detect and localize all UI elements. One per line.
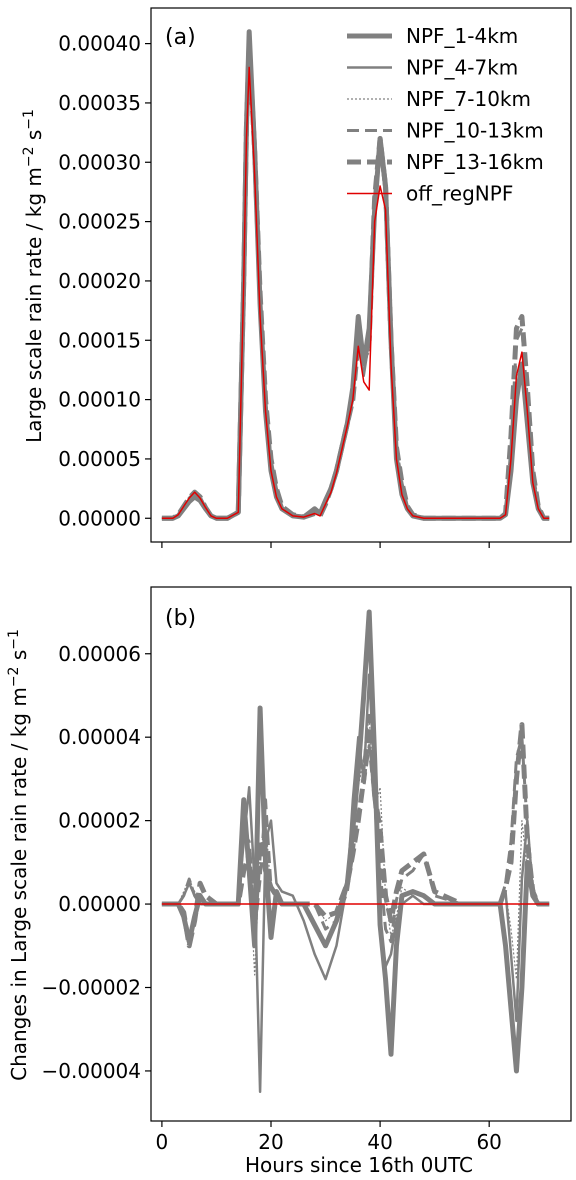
x-tick-label: 0: [156, 1130, 169, 1154]
y-tick-label: 0.00020: [58, 269, 141, 293]
series-line-npf-4-7km: [161, 673, 550, 1094]
series-line-npf-13-16km: [161, 713, 550, 949]
y-tick-label: 0.00015: [58, 328, 141, 352]
y-tick-label: 0.00025: [58, 210, 141, 234]
plot-frame-a: [150, 7, 572, 543]
series-line-npf-4-7km: [161, 42, 550, 520]
axis-ticks-b: −0.00004 −0.00002 0.00000 0.00002 0.00004 0.0…: [42, 642, 502, 1154]
series-line-npf-13-16km: [161, 41, 550, 521]
series-line-off-regnpf: [161, 66, 550, 520]
y-tick-label: 0.00005: [58, 447, 141, 471]
panel-label-b: (b): [165, 606, 196, 631]
y-tick-label: 0.00040: [58, 32, 141, 56]
y-tick-label: 0.00000: [58, 892, 141, 916]
series-lines-b: [161, 609, 550, 1094]
x-tick-label: 40: [367, 1130, 392, 1154]
y-tick-label: 0.00010: [58, 388, 141, 412]
y-axis-label-b: Changes in Large scale rain rate / kg m−…: [6, 629, 31, 1081]
y-tick-label: 0.00000: [58, 506, 141, 530]
y-tick-label: 0.00035: [58, 91, 141, 115]
y-tick-label: −0.00004: [42, 1059, 141, 1083]
y-tick-label: 0.00006: [58, 642, 141, 666]
panel-a: 0.00000 0.00005 0.00010 0.00015 0.00020 0.000…: [21, 7, 572, 548]
legend-entry-label: NPF_4-7km: [406, 56, 518, 80]
legend-entry-label: NPF_10-13km: [406, 119, 544, 143]
y-axis-label-a: Large scale rain rate / kg m−2 s−1: [21, 109, 46, 443]
y-tick-label: 0.00002: [58, 809, 141, 833]
series-lines-a: [161, 29, 550, 521]
y-tick-label: 0.00004: [58, 725, 141, 749]
y-tick-label: 0.00030: [58, 150, 141, 174]
legend-entry-label: off_regNPF: [406, 182, 513, 206]
panel-label-a: (a): [165, 25, 196, 50]
axis-ticks-a: 0.00000 0.00005 0.00010 0.00015 0.00020 0.000…: [58, 32, 490, 548]
x-tick-label: 60: [476, 1130, 501, 1154]
panel-b: −0.00004 −0.00002 0.00000 0.00002 0.00004 0.0…: [6, 586, 572, 1177]
legend-entry-label: NPF_7-10km: [406, 87, 531, 111]
legend-entry-label: NPF_1-4km: [406, 24, 518, 48]
x-tick-label: 20: [258, 1130, 283, 1154]
legend: NPF_1-4km NPF_4-7km NPF_7-10km NPF_10-13km N…: [347, 24, 544, 206]
legend-entry-label: NPF_13-16km: [406, 150, 544, 174]
plot-frame-b: [150, 586, 572, 1122]
y-tick-label: −0.00002: [42, 976, 141, 1000]
x-axis-label: Hours since 16th 0UTC: [245, 1153, 473, 1177]
series-line-npf-10-13km: [161, 42, 550, 520]
